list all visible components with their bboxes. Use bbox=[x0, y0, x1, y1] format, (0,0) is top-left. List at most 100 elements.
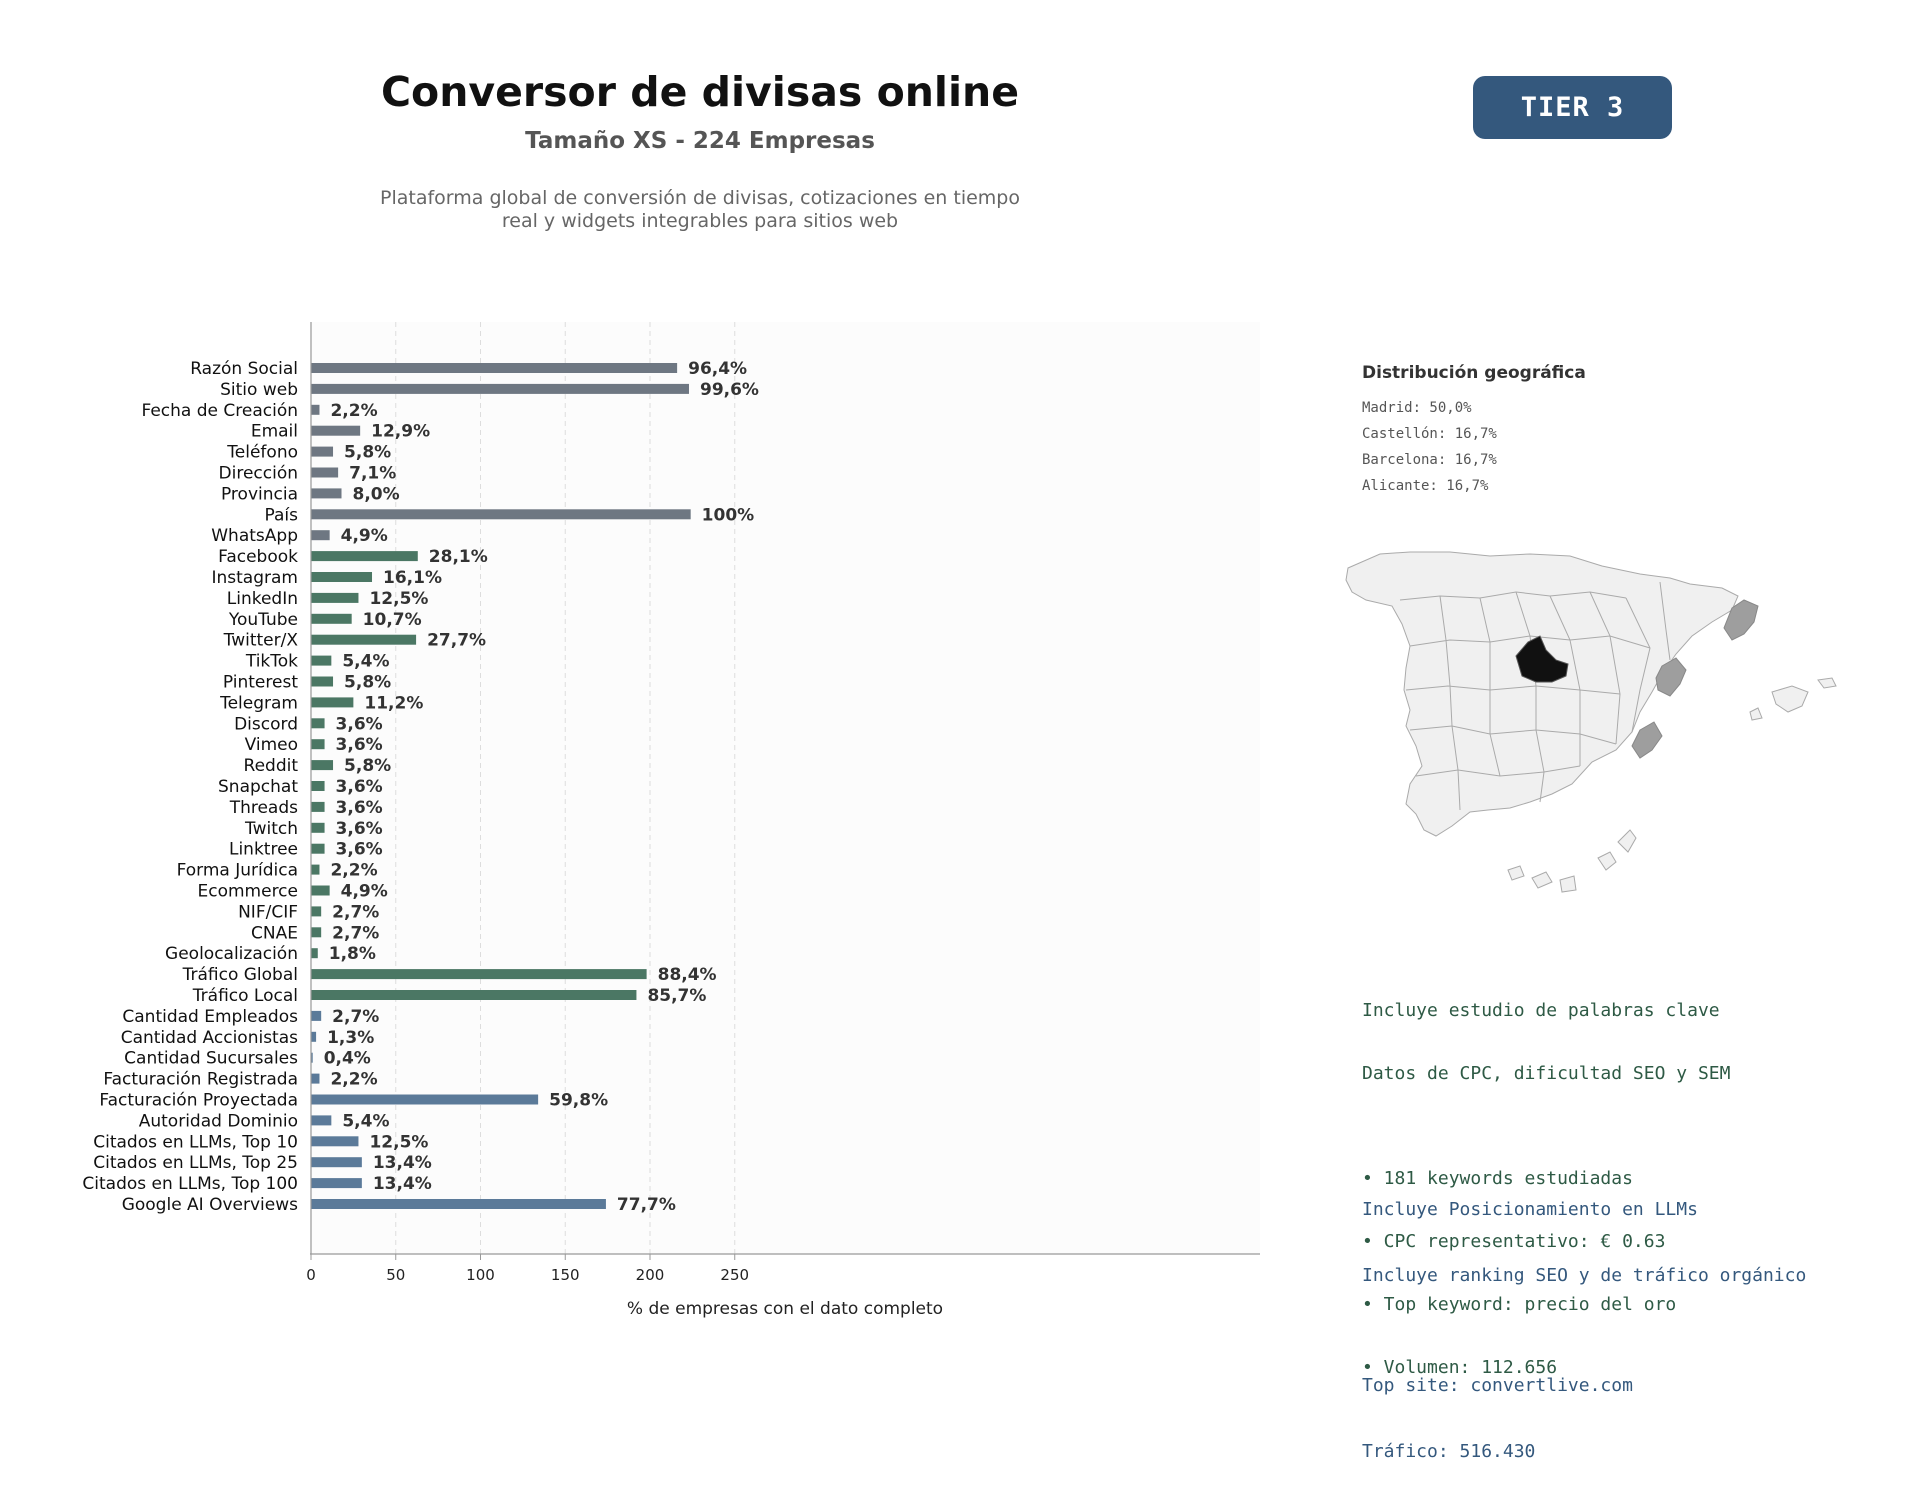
x-axis-label: % de empresas con el dato completo bbox=[627, 1299, 943, 1319]
category-label: Facebook bbox=[218, 547, 298, 567]
value-label: 2,7% bbox=[332, 923, 379, 943]
bar bbox=[311, 843, 325, 854]
category-label: Instagram bbox=[212, 568, 299, 588]
island-canarias-2 bbox=[1531, 871, 1553, 889]
bar bbox=[311, 1031, 317, 1042]
value-label: 4,9% bbox=[341, 882, 388, 902]
keywords-line-6: • Top keyword: precio del oro bbox=[1362, 1294, 1677, 1315]
geo-distribution-title: Distribución geográfica bbox=[1362, 363, 1586, 383]
value-label: 0,4% bbox=[324, 1049, 371, 1069]
value-label: 7,1% bbox=[349, 464, 396, 484]
value-label: 12,9% bbox=[371, 422, 430, 442]
value-label: 59,8% bbox=[549, 1091, 608, 1111]
bar bbox=[311, 1199, 606, 1209]
category-label: Tráfico Global bbox=[182, 965, 298, 985]
llm-info: Incluye Posicionamiento en LLMs Incluye … bbox=[1362, 1155, 1806, 1485]
category-label: Email bbox=[251, 422, 298, 442]
province-alicante bbox=[1631, 721, 1663, 759]
value-label: 77,7% bbox=[617, 1195, 676, 1215]
value-label: 13,4% bbox=[373, 1174, 432, 1194]
llm-line-4: Top site: convertlive.com bbox=[1362, 1375, 1633, 1396]
bar bbox=[311, 634, 417, 645]
bars bbox=[311, 363, 691, 1209]
category-label: Ecommerce bbox=[198, 882, 299, 902]
bar bbox=[311, 1094, 539, 1105]
category-label: Dirección bbox=[219, 464, 298, 484]
keywords-info: Incluye estudio de palabras clave Datos … bbox=[1362, 958, 1730, 1399]
value-labels: 96,4%99,6%2,2%12,9%5,8%7,1%8,0%100%4,9%2… bbox=[324, 359, 759, 1215]
bar bbox=[311, 948, 318, 959]
category-label: Autoridad Dominio bbox=[139, 1111, 298, 1131]
x-tick-label-250: 250 bbox=[720, 1266, 749, 1284]
spain-province-map bbox=[1345, 551, 1837, 893]
category-label: LinkedIn bbox=[227, 589, 298, 609]
category-label: CNAE bbox=[251, 923, 298, 943]
category-label: Sitio web bbox=[220, 380, 298, 400]
island-canarias-1 bbox=[1507, 865, 1525, 881]
x-tick-label-0: 0 bbox=[306, 1266, 316, 1284]
category-label: Citados en LLMs, Top 100 bbox=[82, 1174, 298, 1194]
llm-line-2: Incluye ranking SEO y de tráfico orgánic… bbox=[1362, 1265, 1807, 1286]
category-label: Teléfono bbox=[226, 443, 298, 463]
value-label: 2,2% bbox=[330, 1070, 377, 1090]
geo-item-barcelona: Barcelona: 16,7% bbox=[1362, 452, 1497, 468]
value-label: 12,5% bbox=[369, 589, 428, 609]
bar bbox=[311, 1178, 362, 1189]
value-label: 99,6% bbox=[700, 380, 759, 400]
value-label: 10,7% bbox=[363, 610, 422, 630]
value-label: 2,7% bbox=[332, 1007, 379, 1027]
category-label: Geolocalización bbox=[165, 944, 298, 964]
value-label: 5,4% bbox=[342, 652, 389, 672]
x-tick-label-50: 50 bbox=[386, 1266, 405, 1284]
tier-badge: TIER 3 bbox=[1473, 76, 1672, 139]
x-tick-label-200: 200 bbox=[636, 1266, 665, 1284]
category-label: Citados en LLMs, Top 25 bbox=[93, 1153, 298, 1173]
bar bbox=[311, 446, 334, 457]
category-label: Threads bbox=[229, 798, 298, 818]
bar bbox=[311, 781, 325, 791]
category-label: TikTok bbox=[245, 652, 298, 672]
value-label: 85,7% bbox=[647, 986, 706, 1006]
island-canarias-4 bbox=[1597, 851, 1617, 871]
value-label: 100% bbox=[702, 505, 755, 525]
bar bbox=[311, 864, 320, 875]
geo-item-castellon: Castellón: 16,7% bbox=[1362, 426, 1497, 442]
category-label: Cantidad Sucursales bbox=[124, 1049, 298, 1069]
bar bbox=[311, 655, 332, 666]
category-label: Facturación Registrada bbox=[103, 1070, 298, 1090]
bar bbox=[311, 990, 637, 1000]
category-label: Twitter/X bbox=[223, 631, 299, 651]
bar bbox=[311, 509, 691, 520]
value-label: 5,4% bbox=[342, 1111, 389, 1131]
bar bbox=[311, 404, 320, 415]
category-label: Razón Social bbox=[190, 359, 298, 379]
value-label: 2,7% bbox=[332, 902, 379, 922]
bar bbox=[311, 613, 352, 624]
bar bbox=[311, 425, 361, 436]
bar bbox=[311, 530, 330, 541]
llm-line-1: Incluye Posicionamiento en LLMs bbox=[1362, 1199, 1698, 1220]
value-label: 12,5% bbox=[369, 1132, 428, 1152]
bar bbox=[311, 467, 339, 478]
value-label: 4,9% bbox=[341, 526, 388, 546]
keywords-line-4: • 181 keywords estudiadas bbox=[1362, 1168, 1633, 1189]
bar bbox=[311, 1115, 332, 1126]
island-menorca bbox=[1817, 677, 1837, 689]
value-label: 3,6% bbox=[336, 777, 383, 797]
province-barcelona bbox=[1723, 599, 1759, 641]
value-label: 13,4% bbox=[373, 1153, 432, 1173]
category-label: Twitch bbox=[244, 819, 298, 839]
bar bbox=[311, 1052, 313, 1063]
keywords-line-2: Datos de CPC, dificultad SEO y SEM bbox=[1362, 1063, 1731, 1084]
bar bbox=[311, 822, 325, 833]
category-label: Fecha de Creación bbox=[141, 401, 298, 421]
value-label: 1,3% bbox=[327, 1028, 374, 1048]
value-label: 96,4% bbox=[688, 359, 747, 379]
value-label: 28,1% bbox=[429, 547, 488, 567]
value-label: 5,8% bbox=[344, 443, 391, 463]
bar bbox=[311, 801, 325, 812]
bar bbox=[311, 906, 322, 917]
category-label: Citados en LLMs, Top 10 bbox=[93, 1132, 298, 1152]
value-label: 3,6% bbox=[336, 819, 383, 839]
